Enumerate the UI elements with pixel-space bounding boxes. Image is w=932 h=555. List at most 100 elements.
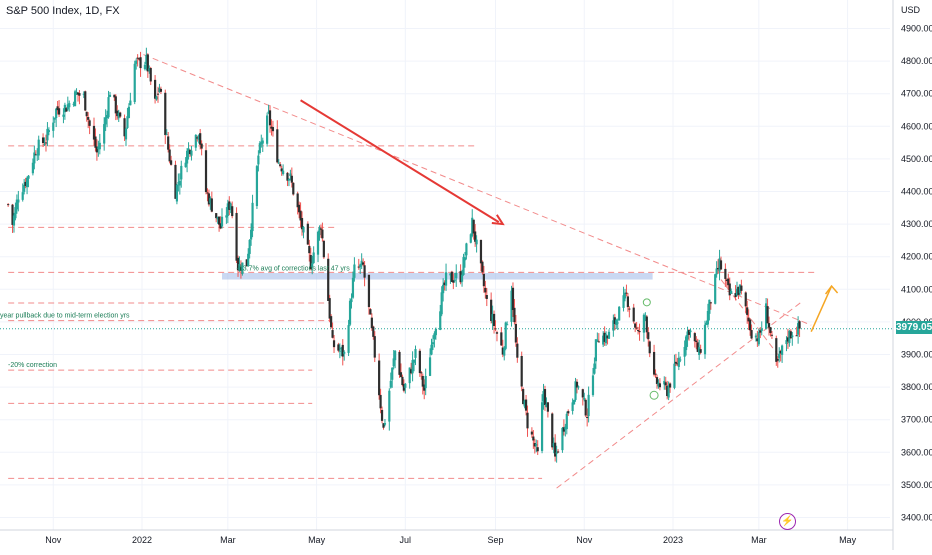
candle-body	[494, 328, 497, 330]
candle-body	[34, 154, 37, 156]
candle-body	[574, 381, 577, 400]
candle-body	[27, 175, 30, 179]
candle-body	[204, 150, 208, 193]
candle-body	[255, 166, 259, 207]
candle-body	[404, 383, 407, 388]
candle-body	[536, 447, 539, 452]
candle-body	[169, 160, 173, 165]
candle-body	[108, 94, 112, 97]
candle-body	[43, 144, 46, 146]
candle-body	[239, 267, 243, 271]
candle-body	[602, 335, 605, 345]
candle-body	[168, 149, 171, 162]
candle-body	[655, 377, 659, 384]
candle-body	[593, 363, 596, 374]
candle-body	[107, 97, 110, 118]
candle-body	[44, 142, 48, 144]
candle-body	[31, 162, 34, 174]
candle-body	[200, 143, 203, 149]
candle-body	[87, 117, 90, 120]
candle-body	[228, 201, 231, 210]
candle-body	[449, 273, 452, 276]
y-tick-label: 4800.00	[901, 56, 932, 66]
candle-body	[84, 91, 87, 111]
candle-body	[76, 92, 80, 95]
candle-body	[686, 331, 689, 340]
candle-body	[581, 389, 584, 398]
candle-body	[522, 389, 525, 405]
candle-body	[133, 63, 136, 103]
candle-body	[226, 203, 229, 216]
candle-body	[724, 268, 727, 279]
candle-body	[319, 228, 323, 230]
candle-body	[306, 223, 309, 245]
candle-body	[791, 335, 794, 338]
candle-body	[247, 253, 250, 266]
candle-body	[127, 106, 131, 119]
candle-body	[674, 361, 678, 364]
y-tick-label: 4200.00	[901, 252, 932, 262]
candle-body	[597, 341, 600, 343]
candle-body	[410, 369, 413, 374]
candle-body	[606, 335, 609, 339]
y-tick-label: 3600.00	[901, 447, 932, 457]
candle-body	[657, 382, 660, 387]
candle-body	[749, 319, 752, 331]
candle-body	[737, 286, 740, 295]
candle-body	[399, 372, 403, 378]
candle-body	[287, 178, 291, 181]
candle-body	[535, 444, 538, 446]
forecast-arrow	[810, 285, 833, 332]
candle-body	[250, 229, 253, 240]
candle-body	[789, 331, 792, 339]
candle-body	[359, 264, 362, 267]
candle-body	[759, 330, 762, 333]
candle-body	[514, 323, 517, 343]
candle-body	[716, 267, 720, 270]
candle-body	[797, 323, 800, 335]
annotation-label: year pullback due to mid-term election y…	[0, 312, 130, 319]
candle-body	[33, 152, 36, 164]
candle-body	[504, 322, 507, 349]
lightning-icon[interactable]: ⚡	[779, 513, 796, 530]
candle-body	[340, 347, 343, 350]
candle-body	[331, 330, 334, 338]
candle-body	[196, 137, 199, 139]
candle-body	[423, 384, 426, 391]
candle-body	[347, 325, 350, 353]
candle-body	[328, 298, 331, 319]
candle-body	[434, 328, 437, 336]
forecast-arrowhead	[824, 284, 839, 295]
candle-body	[55, 108, 58, 118]
candle-body	[420, 372, 423, 374]
candle-body	[15, 199, 18, 210]
candle-body	[180, 165, 183, 180]
candle-body	[542, 391, 545, 402]
candle-body	[648, 341, 651, 354]
candle-body	[149, 68, 152, 82]
candle-body	[398, 351, 401, 375]
candle-body	[388, 390, 391, 422]
candle-body	[430, 344, 433, 355]
candle-body	[786, 337, 790, 342]
candle-body	[332, 340, 336, 348]
candle-body	[439, 311, 442, 330]
candle-body	[148, 68, 151, 71]
x-tick-label: Mar	[220, 535, 236, 545]
candle-body	[216, 216, 219, 220]
candle-body	[730, 290, 733, 294]
candle-body	[645, 316, 648, 333]
candle-body	[591, 375, 595, 395]
candle-body	[392, 358, 395, 367]
candle-body	[587, 394, 590, 417]
candle-body	[23, 185, 26, 192]
candle-body	[706, 310, 710, 325]
candle-body	[781, 345, 784, 355]
candle-body	[632, 307, 635, 322]
candle-body	[738, 284, 742, 294]
candle-body	[689, 330, 692, 333]
candle-body	[545, 403, 548, 408]
candle-body	[565, 413, 568, 430]
